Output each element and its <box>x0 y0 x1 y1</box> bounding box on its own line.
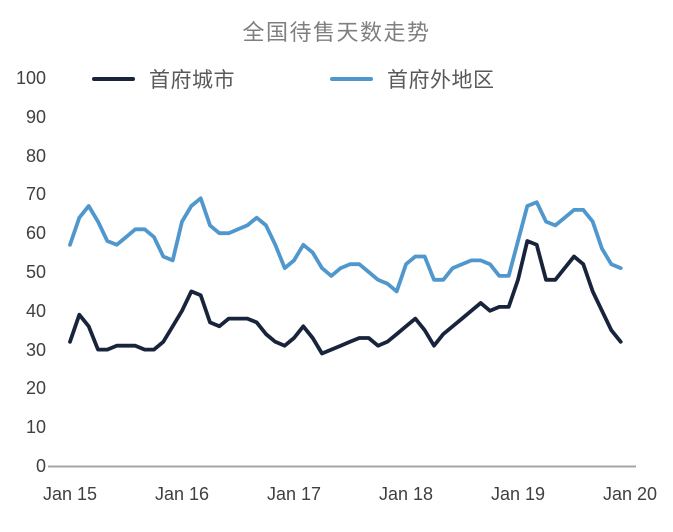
x-tick-label: Jan 15 <box>42 484 98 504</box>
x-tick-label: Jan 18 <box>378 484 434 504</box>
y-tick-label: 20 <box>25 378 46 399</box>
legend-item-non-capital-regions: 首府外地区 <box>330 66 495 92</box>
y-tick-label: 80 <box>25 145 46 166</box>
y-tick-label: 0 <box>35 456 46 476</box>
y-tick-label: 10 <box>25 417 46 438</box>
legend-item-capital-cities: 首府城市 <box>92 66 235 92</box>
x-tick-label: Jan 16 <box>154 484 210 504</box>
y-tick-label: 50 <box>25 262 46 282</box>
x-tick-label: Jan 19 <box>490 484 546 504</box>
series-line-capital-cities <box>68 239 623 356</box>
series-line-non-capital-regions <box>68 196 623 294</box>
y-tick-label: 90 <box>25 106 46 127</box>
y-tick-label: 100 <box>15 68 46 88</box>
legend-label-non-capital-regions: 首府外地区 <box>387 69 495 92</box>
legend-swatch-capital-cities <box>92 77 135 81</box>
legend-label-capital-cities: 首府城市 <box>149 69 235 92</box>
y-tick-label: 60 <box>25 223 46 244</box>
y-tick-label: 40 <box>25 300 46 321</box>
legend-swatch-non-capital-regions <box>330 77 373 81</box>
y-tick-label: 70 <box>25 184 46 205</box>
x-tick-label: Jan 17 <box>266 484 322 504</box>
x-tick-label: Jan 20 <box>602 484 658 504</box>
y-tick-label: 30 <box>25 339 46 360</box>
chart-title: 全国待售天数走势 <box>242 20 431 45</box>
